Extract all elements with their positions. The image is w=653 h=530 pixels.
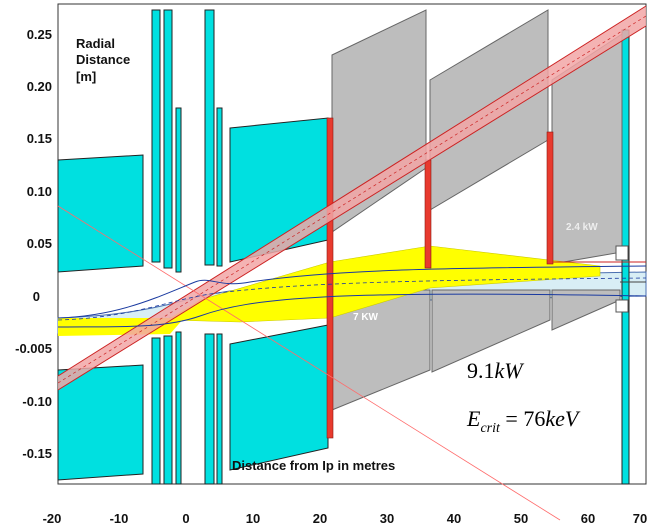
magnet-q1-lower [57,364,144,481]
y-tick-label: 0.25 [27,27,52,42]
y-tick-label: 0 [33,289,40,304]
beampipe-flange-upper [615,245,629,261]
y-tick-label: -0.10 [22,394,52,409]
outgoing-beam-band [58,6,646,390]
y-axis-title-line-2: Distance [76,52,130,67]
outgoing-beam-center [57,15,647,384]
synchrotron-fan [169,245,601,323]
x-axis-title: Distance from Ip in metres [232,458,395,473]
x-tick-label: 40 [447,511,461,526]
x-tick-label: 10 [246,511,260,526]
x-tick-label: 60 [581,511,595,526]
formula-crit-energy: Ecrit = 76keV [466,406,581,436]
magnet-lower-3 [175,331,182,485]
power-label-1: 3.6kW [442,232,471,243]
formula-power-value: 9.1 [467,358,495,383]
magnet-upper-3 [175,107,182,273]
outgoing-beam-edge-1 [57,5,647,377]
magnet-lower-5 [216,333,223,485]
magnet-q1-upper [57,154,144,273]
y-tick-label: 0.10 [27,184,52,199]
formula-crit-symbol: E [466,406,481,431]
y-tick-label: -0.15 [22,446,52,461]
absorber-face-1 [326,117,334,439]
power-label-2: 0.7 kW [490,206,522,217]
x-axis-ticks: -20 -10 0 10 20 30 40 50 60 70 [43,511,648,526]
outgoing-beam-edge-2 [57,25,647,391]
beampipe-flange-lower [615,299,629,313]
x-tick-label: 70 [633,511,647,526]
envelope-curve-upper [57,265,647,319]
power-label-4: 7 KW [353,312,379,323]
y-tick-label: 0.15 [27,131,52,146]
x-tick-label: -20 [43,511,62,526]
power-labels: 0.7kW 3.6kW 0.7 kW 2.4 kW 7 KW [352,206,598,323]
magnet-lower-2 [163,335,173,485]
y-tick-label: -0.005 [15,341,52,356]
power-label-0: 0.7kW [352,229,381,240]
magnet-lower-4 [204,333,215,485]
y-axis-title-line-3: [m] [76,69,96,84]
formula-power-unit: kW [495,358,525,383]
envelope-curve-lower [57,293,647,328]
magnet-upper-2 [163,9,173,269]
x-tick-label: 0 [182,511,189,526]
formula-block: 9.1kW Ecrit = 76keV [466,358,581,436]
envelope-curve-mid [57,277,647,321]
magnet-lower-1 [151,337,161,485]
y-tick-label: 0.05 [27,236,52,251]
absorber-panel-2-lower [431,289,551,373]
absorber-face-3 [546,131,554,265]
x-tick-label: 30 [380,511,394,526]
formula-crit-unit: keV [545,406,581,431]
x-tick-label: 20 [313,511,327,526]
y-axis-title-line-1: Radial [76,36,115,51]
formula-crit-equals: = 76 [500,406,545,431]
magnet-upper-4 [204,9,215,266]
formula-crit-subscript: crit [480,421,501,436]
y-axis-ticks: 0.25 0.20 0.15 0.10 0.05 0 -0.005 -0.10 … [15,27,52,461]
power-label-3: 2.4 kW [566,222,598,233]
magnet-upper-5 [216,107,223,267]
magnet-q2-lower [229,324,329,471]
absorber-face-2 [424,159,432,269]
incoming-beam-line [57,205,561,521]
x-tick-label: 50 [514,511,528,526]
x-tick-label: -10 [110,511,129,526]
y-tick-label: 0.20 [27,79,52,94]
magnet-upper-1 [151,9,161,263]
formula-power: 9.1kW [467,358,524,383]
